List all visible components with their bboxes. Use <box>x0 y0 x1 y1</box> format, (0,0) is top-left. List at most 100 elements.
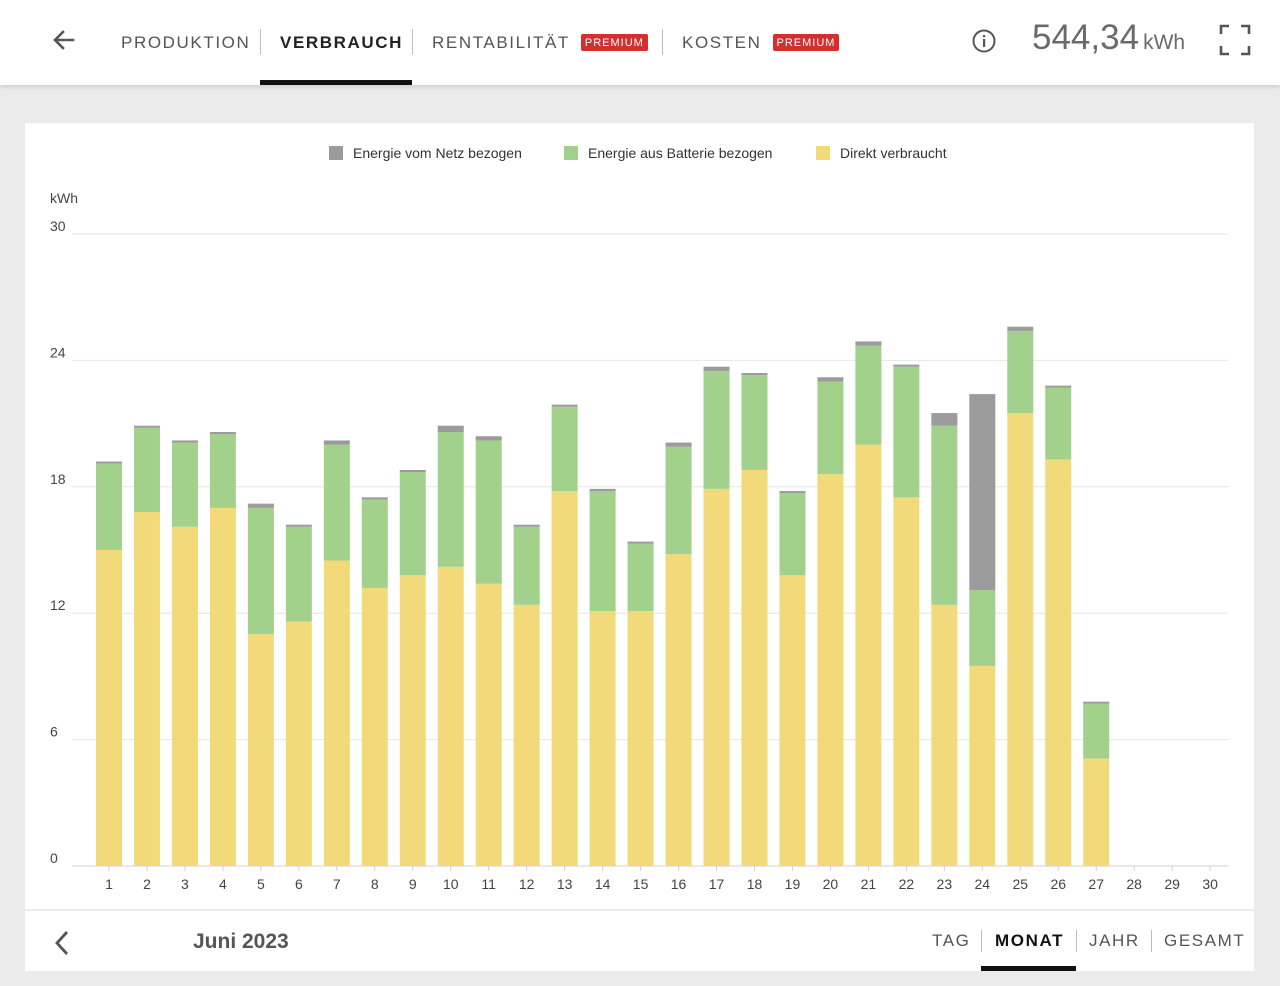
bar-segment <box>361 497 388 500</box>
y-tick-label: 12 <box>50 597 66 613</box>
bar-segment <box>665 554 692 866</box>
bar-segment <box>1007 413 1034 866</box>
bar-segment <box>96 461 122 464</box>
x-tick-label: 12 <box>519 876 535 892</box>
x-tick-label: 30 <box>1202 876 1218 892</box>
tab-label: RENTABILITÄT <box>432 32 570 52</box>
bar-segment <box>1045 387 1072 460</box>
bar-segment <box>741 375 768 470</box>
bar-segment <box>969 665 996 866</box>
bar-segment <box>931 413 958 426</box>
y-tick-label: 24 <box>50 344 66 360</box>
x-tick-label: 18 <box>747 876 763 892</box>
bar-segment <box>285 621 312 866</box>
bar-segment <box>513 524 540 527</box>
x-tick-label: 7 <box>333 876 341 892</box>
legend-item-direct[interactable]: Direkt verbraucht <box>816 145 947 161</box>
bar-segment <box>703 488 730 866</box>
x-tick-label: 1 <box>105 876 113 892</box>
bar-segment <box>475 440 502 584</box>
bar-segment <box>855 345 882 445</box>
range-divider <box>981 930 982 952</box>
x-tick-label: 25 <box>1012 876 1028 892</box>
bar-segment <box>1083 758 1110 866</box>
chart-legend: Energie vom Netz bezogen Energie aus Bat… <box>0 145 1280 165</box>
range-label: JAHR <box>1089 931 1140 950</box>
period-label: Juni 2023 <box>193 930 289 953</box>
x-tick-label: 27 <box>1088 876 1104 892</box>
bar-segment <box>361 499 388 588</box>
x-tick-label: 16 <box>671 876 687 892</box>
x-tick-label: 4 <box>219 876 227 892</box>
info-icon <box>972 29 996 53</box>
x-tick-label: 3 <box>181 876 189 892</box>
bar-segment <box>779 493 806 576</box>
tab-kosten[interactable]: KOSTEN PREMIUM <box>682 0 840 85</box>
chevron-left-icon <box>55 931 69 955</box>
range-tab-monat[interactable]: MONAT <box>995 926 1064 956</box>
bar-segment <box>437 566 464 866</box>
bar-segment <box>247 503 274 508</box>
range-tab-jahr[interactable]: JAHR <box>1089 926 1140 956</box>
active-tab-indicator <box>260 80 412 85</box>
x-tick-label: 20 <box>823 876 839 892</box>
bar-segment <box>96 463 122 550</box>
legend-item-battery[interactable]: Energie aus Batterie bezogen <box>564 145 772 161</box>
bar-segment <box>665 442 692 447</box>
legend-label: Energie aus Batterie bezogen <box>588 145 773 161</box>
info-button[interactable] <box>971 28 997 54</box>
active-range-indicator <box>981 966 1076 971</box>
bar-segment <box>1007 326 1034 331</box>
bar-segment <box>589 611 616 866</box>
range-tab-tag[interactable]: TAG <box>932 926 971 956</box>
bar-segment <box>133 425 160 428</box>
bar-segment <box>1007 330 1034 414</box>
bar-segment <box>969 590 996 666</box>
tab-rentabilitaet[interactable]: RENTABILITÄT PREMIUM <box>432 0 648 85</box>
bar-segment <box>513 526 540 605</box>
tab-divider <box>412 29 413 55</box>
x-tick-label: 6 <box>295 876 303 892</box>
bar-segment <box>399 469 426 473</box>
previous-period-button[interactable] <box>48 928 78 958</box>
bar-segment <box>209 432 236 435</box>
bar-segment <box>323 440 350 445</box>
total-unit: kWh <box>1143 31 1186 54</box>
bar-segment <box>817 474 844 866</box>
bar-segment <box>855 444 882 866</box>
bar-segment <box>627 543 654 612</box>
bar-segment <box>475 436 502 441</box>
tab-produktion[interactable]: PRODUKTION <box>121 0 250 85</box>
x-tick-label: 17 <box>709 876 725 892</box>
x-tick-label: 11 <box>481 876 496 892</box>
bar-segment <box>893 497 920 866</box>
bar-segment <box>551 491 578 866</box>
x-tick-label: 9 <box>409 876 417 892</box>
tab-verbrauch[interactable]: VERBRAUCH <box>280 0 403 85</box>
bar-segment <box>703 370 730 489</box>
y-tick-label: 30 <box>50 218 66 234</box>
x-tick-label: 5 <box>257 876 265 892</box>
y-axis-unit: kWh <box>50 190 78 206</box>
bar-segment <box>475 583 502 866</box>
bar-segment <box>285 524 312 527</box>
bar-segment <box>209 507 236 866</box>
bar-segment <box>703 366 730 371</box>
legend-item-grid[interactable]: Energie vom Netz bezogen <box>329 145 522 161</box>
bar-segment <box>589 491 616 612</box>
fullscreen-button[interactable] <box>1219 24 1251 56</box>
back-button[interactable] <box>46 22 82 58</box>
x-tick-label: 22 <box>899 876 915 892</box>
bar-segment <box>171 442 198 527</box>
range-tab-gesamt[interactable]: GESAMT <box>1164 926 1245 956</box>
bar-segment <box>969 394 996 591</box>
bar-segment <box>1045 459 1072 866</box>
bar-segment <box>323 560 350 866</box>
bar-segment <box>779 491 806 494</box>
bar-segment <box>171 440 198 443</box>
bar-segment <box>893 366 920 498</box>
bar-segment <box>741 469 768 866</box>
bar-segment <box>399 472 426 576</box>
y-tick-label: 18 <box>50 471 66 487</box>
x-tick-label: 24 <box>975 876 991 892</box>
